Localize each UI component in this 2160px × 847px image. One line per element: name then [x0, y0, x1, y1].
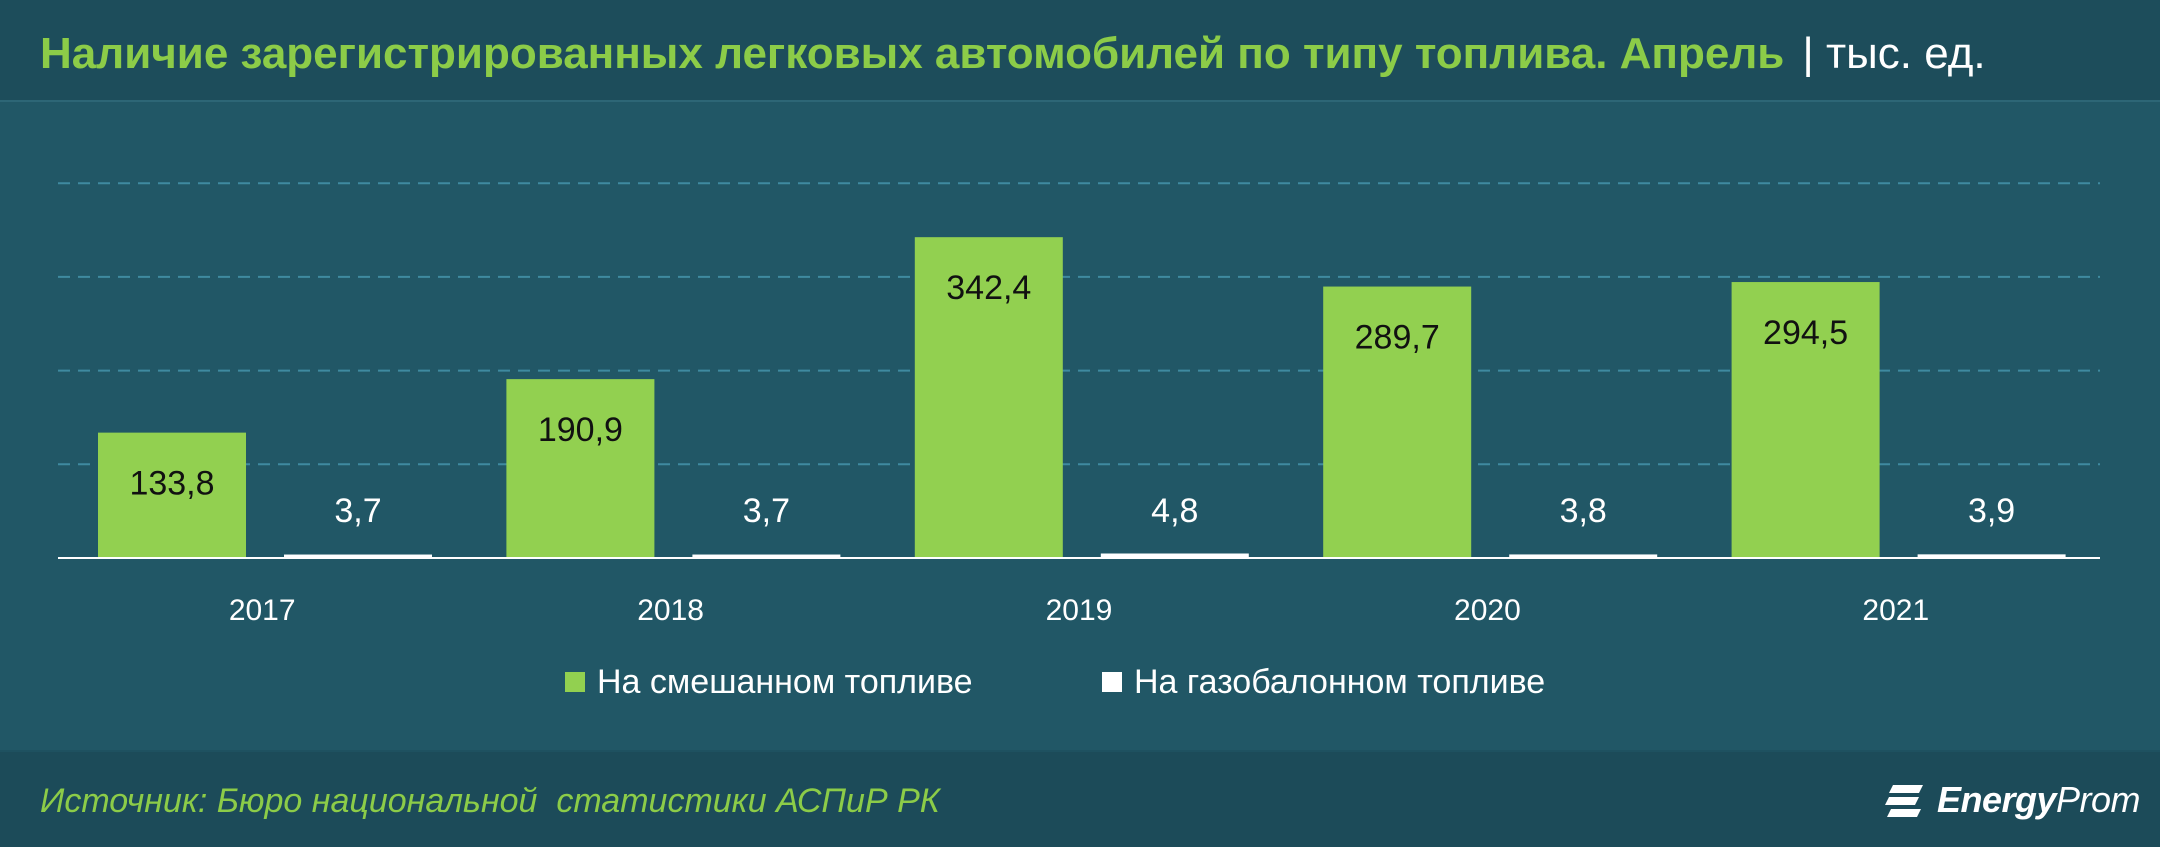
- data-label-gas-fuel: 3,7: [743, 492, 790, 530]
- chart-title: Наличие зарегистрированных легковых авто…: [40, 26, 1986, 82]
- data-label-mixed-fuel: 190,9: [538, 411, 623, 449]
- plot-area: 133,8 3,7 2017 190,9 3,7 2018 342,4 4,8 2019 289,…: [0, 102, 2160, 750]
- title-text: Наличие зарегистрированных легковых авто…: [40, 29, 1785, 78]
- data-label-gas-fuel: 3,7: [334, 492, 381, 530]
- legend-label-mixed-fuel: На смешанном топливе: [597, 663, 973, 701]
- energyprom-logo: EnergyProm: [1883, 774, 2141, 826]
- chart-footer: Источник: Бюро национальной статистики А…: [0, 752, 2160, 847]
- bar-chart: 133,8 3,7 2017 190,9 3,7 2018 342,4 4,8 2019 289,…: [58, 182, 2100, 701]
- data-label-mixed-fuel: 294,5: [1763, 314, 1848, 352]
- x-tick-label: 2019: [1046, 594, 1113, 627]
- data-label-gas-fuel: 3,8: [1560, 492, 1607, 530]
- logo-wordmark: EnergyProm: [1936, 779, 2141, 820]
- source-note: Источник: Бюро национальной статистики А…: [40, 782, 940, 820]
- x-tick-label: 2020: [1454, 594, 1521, 627]
- bar-gas-fuel: [692, 554, 841, 558]
- x-tick-label: 2017: [229, 594, 296, 627]
- bar-mixed-fuel: [1323, 286, 1472, 558]
- bar-mixed-fuel: [1731, 282, 1880, 558]
- bar-mixed-fuel: [98, 432, 246, 558]
- data-label-mixed-fuel: 133,8: [129, 465, 214, 503]
- legend-swatch-mixed-fuel: [565, 672, 585, 692]
- chart-header: Наличие зарегистрированных легковых авто…: [0, 0, 2160, 102]
- bar-mixed-fuel: [914, 237, 1063, 558]
- data-label-gas-fuel: 3,9: [1968, 492, 2015, 530]
- bar-gas-fuel: [1917, 554, 2066, 558]
- bar-gas-fuel: [1100, 553, 1249, 558]
- data-label-gas-fuel: 4,8: [1151, 492, 1198, 530]
- energyprom-logo-icon: [1884, 785, 1923, 817]
- bar-gas-fuel: [284, 554, 432, 558]
- bar-mixed-fuel: [506, 379, 655, 558]
- x-tick-label: 2021: [1862, 594, 1929, 627]
- legend-swatch-gas-fuel: [1102, 672, 1122, 692]
- legend-label-gas-fuel: На газобалонном топливе: [1134, 663, 1545, 701]
- data-label-mixed-fuel: 289,7: [1355, 319, 1440, 357]
- bar-gas-fuel: [1509, 554, 1658, 558]
- title-unit: | тыс. ед.: [1802, 29, 1986, 78]
- x-tick-label: 2018: [637, 594, 704, 627]
- data-label-mixed-fuel: 342,4: [946, 269, 1031, 307]
